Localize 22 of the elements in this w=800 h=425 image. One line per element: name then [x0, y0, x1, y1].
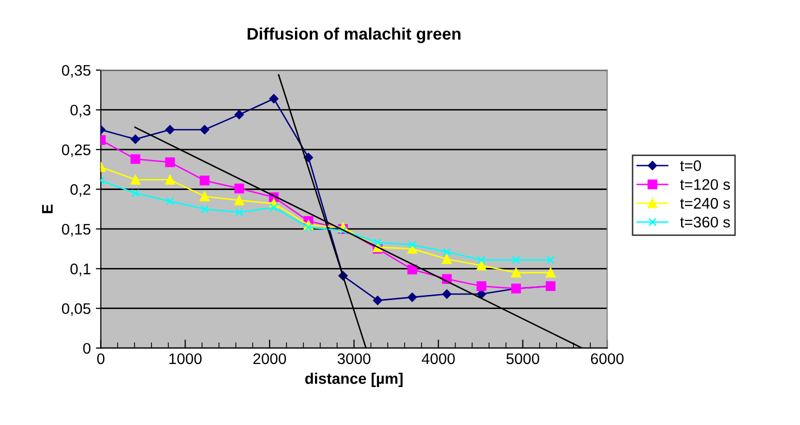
x-tick-label: 3000: [338, 353, 370, 364]
y-axis-title: E: [42, 204, 53, 214]
legend-label: t=360 s: [680, 216, 730, 228]
chart-title: Diffusion of malachit green: [248, 27, 460, 44]
x-tick-label: 4000: [422, 353, 455, 364]
x-tick-label: 0: [97, 353, 104, 364]
y-tick-label: 0,35: [62, 64, 90, 78]
x-tick-label: 1000: [169, 353, 202, 364]
x-tick-label: 6000: [590, 353, 624, 364]
legend-label: t=240 s: [680, 198, 730, 209]
y-tick-label: 0,1: [70, 264, 90, 276]
x-tick-label: 2000: [253, 353, 286, 364]
legend-label: t=120 s: [680, 179, 730, 190]
y-tick-label: 0,05: [62, 303, 90, 316]
x-axis-title: distance [µm]: [305, 372, 403, 387]
y-tick-label: 0,15: [62, 224, 90, 236]
y-tick-label: 0: [83, 342, 90, 354]
x-tick-label: 5000: [506, 353, 540, 364]
y-tick-label: 0,25: [62, 144, 90, 158]
y-tick-label: 0,3: [70, 104, 90, 118]
legend-label: t=0: [680, 160, 701, 172]
y-tick-label: 0,2: [70, 184, 90, 197]
